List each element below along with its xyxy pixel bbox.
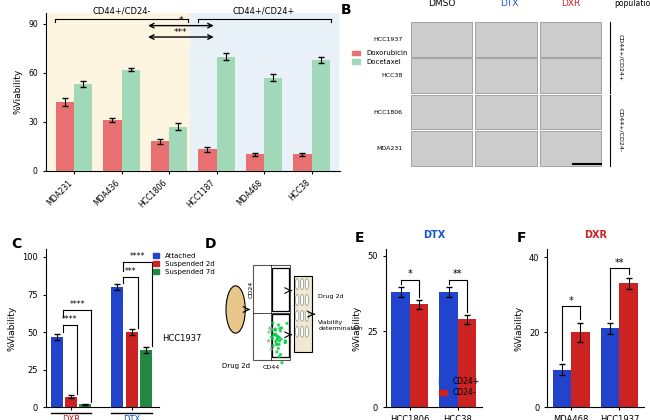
Ellipse shape [305,326,309,337]
Bar [311,60,330,171]
Ellipse shape [296,294,299,305]
Text: E: E [355,231,365,244]
Bar [56,102,74,171]
Bar [65,397,77,407]
Y-axis label: %Viability: %Viability [515,306,523,351]
Text: DTX: DTX [422,231,445,240]
Bar [391,292,410,407]
Text: CD44: CD44 [263,365,280,370]
Ellipse shape [305,279,309,290]
Bar [79,404,92,407]
Ellipse shape [300,310,304,321]
Bar [601,328,619,407]
Y-axis label: %Viability: %Viability [14,69,23,114]
Bar [216,57,235,171]
Text: Drug 2d: Drug 2d [318,294,344,299]
Text: HCC1806: HCC1806 [373,110,402,115]
Text: **: ** [453,269,463,279]
Text: CD44+/CD24-: CD44+/CD24- [92,7,151,16]
Bar [198,150,216,171]
Bar [553,370,571,407]
Text: Main
population: Main population [614,0,650,8]
Bar [169,126,187,171]
Bar [264,78,282,171]
Text: HCC1937: HCC1937 [373,37,402,42]
Bar [458,319,476,407]
Text: **: ** [615,258,624,268]
Bar [48,13,190,171]
Ellipse shape [296,310,299,321]
Bar [122,70,140,171]
Ellipse shape [300,326,304,337]
Text: F: F [517,231,526,244]
Text: ***: *** [125,267,136,276]
Bar [111,287,124,407]
Text: ***: *** [174,28,188,37]
Ellipse shape [300,279,304,290]
Text: MDA231: MDA231 [376,146,402,151]
Bar [125,332,138,407]
Text: DXR: DXR [584,231,607,240]
Ellipse shape [305,310,309,321]
Bar [74,84,92,171]
Ellipse shape [226,286,245,333]
Bar [571,332,590,407]
Bar [51,337,63,407]
Bar [151,141,169,171]
Text: DTX: DTX [500,0,518,8]
Ellipse shape [296,279,299,290]
Ellipse shape [305,294,309,305]
Bar [619,284,638,407]
Text: CD44+/CD24+: CD44+/CD24+ [233,7,295,16]
Text: Drug 2d: Drug 2d [222,363,250,369]
Text: DMSO: DMSO [428,0,455,8]
Text: C: C [12,237,22,251]
Text: D: D [205,237,216,251]
Text: DXR: DXR [561,0,580,8]
Text: *: * [569,296,574,306]
Text: CD24: CD24 [248,280,254,298]
Text: ****: **** [62,315,77,324]
Text: HCC1937: HCC1937 [162,334,201,343]
Legend: Attached, Suspended 2d, Suspended 7d: Attached, Suspended 2d, Suspended 7d [150,250,218,278]
Y-axis label: %Viability: %Viability [8,306,16,351]
Bar [410,304,428,407]
Ellipse shape [300,294,304,305]
Ellipse shape [296,326,299,337]
Y-axis label: %Viability: %Viability [353,306,362,351]
Bar [190,13,337,171]
Bar [103,120,122,171]
Text: *: * [408,269,412,279]
Text: B: B [341,3,351,17]
Text: HCC38: HCC38 [381,73,402,78]
Text: ****: **** [70,300,85,310]
Bar [293,154,311,171]
Text: ****: **** [130,252,146,261]
Bar [140,350,152,407]
Text: CD44+/CD24+: CD44+/CD24+ [618,34,623,81]
Text: *: * [179,16,183,25]
Bar [439,292,458,407]
Text: CD44+/CD24-: CD44+/CD24- [618,108,623,152]
Legend: Doxorubicin, Docetaxel: Doxorubicin, Docetaxel [349,47,410,68]
Bar [246,154,264,171]
Text: Viability
determination: Viability determination [318,320,363,331]
Legend: CD24+, CD24-: CD24+, CD24- [436,374,483,400]
